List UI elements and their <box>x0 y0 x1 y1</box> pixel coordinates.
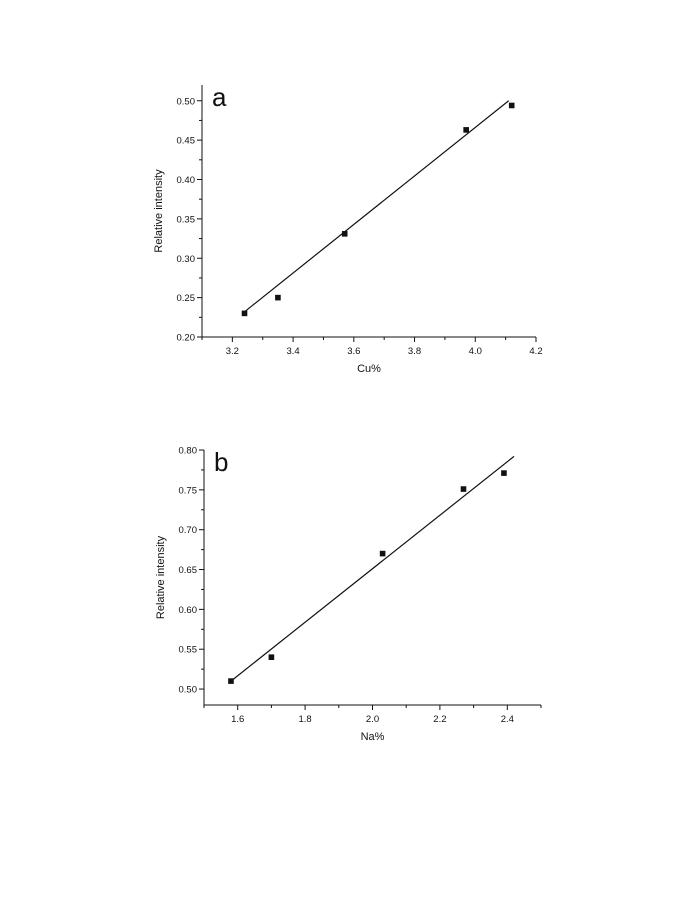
y-tick-label: 0.65 <box>179 565 198 576</box>
y-tick-label: 0.20 <box>177 333 196 344</box>
y-tick-label: 0.40 <box>177 175 196 186</box>
y-tick-label: 0.35 <box>177 214 196 225</box>
y-tick-label: 0.70 <box>179 525 198 536</box>
x-axis-title: Cu% <box>357 363 381 375</box>
y-tick-label: 0.30 <box>177 254 196 265</box>
x-tick-label: 3.4 <box>286 346 299 357</box>
y-tick-label: 0.60 <box>179 605 198 616</box>
x-tick-label: 4.2 <box>529 346 542 357</box>
data-point <box>508 102 515 109</box>
y-tick-label: 0.55 <box>179 645 198 656</box>
data-point <box>341 231 348 237</box>
chart-panel-a: 0.20 0.25 0.30 0.35 0.40 0.45 0.50 3.2 3.4 3.6 3.8… <box>153 82 543 375</box>
data-point <box>241 310 248 317</box>
data-point <box>268 654 275 660</box>
y-tick-label: 0.50 <box>179 685 198 696</box>
x-tick-label: 3.2 <box>226 346 239 357</box>
x-tick-label: 2.2 <box>433 714 446 725</box>
x-tick-label: 3.6 <box>347 346 360 357</box>
y-tick-label: 0.50 <box>177 96 196 107</box>
data-point <box>228 678 234 684</box>
data-point <box>275 294 281 301</box>
y-tick-label: 0.80 <box>179 446 198 457</box>
y-axis-title: Relative intensity <box>155 535 167 619</box>
panel-label: a <box>212 82 227 112</box>
x-tick-label: 2.4 <box>501 714 514 725</box>
y-axis-title: Relative intensity <box>153 169 165 253</box>
data-point <box>463 127 469 133</box>
data-point <box>460 486 467 492</box>
fit-line <box>230 455 515 682</box>
panel-label: b <box>214 447 228 477</box>
x-tick-label: 1.8 <box>298 714 311 725</box>
x-tick-label: 1.6 <box>231 714 244 725</box>
x-tick-label: 2.0 <box>366 714 379 725</box>
data-point <box>379 550 386 557</box>
x-axis-title: Na% <box>361 731 385 743</box>
fit-line <box>244 100 510 313</box>
chart-panel-b: 0.50 0.55 0.60 0.65 0.70 0.75 0.80 1.6 1.8 2.0 2.2… <box>155 446 542 743</box>
data-point <box>501 470 507 476</box>
y-tick-label: 0.45 <box>177 136 196 147</box>
x-tick-label: 4.0 <box>469 346 482 357</box>
y-tick-label: 0.75 <box>179 485 198 496</box>
y-tick-label: 0.25 <box>177 293 196 304</box>
x-tick-label: 3.8 <box>408 346 421 357</box>
